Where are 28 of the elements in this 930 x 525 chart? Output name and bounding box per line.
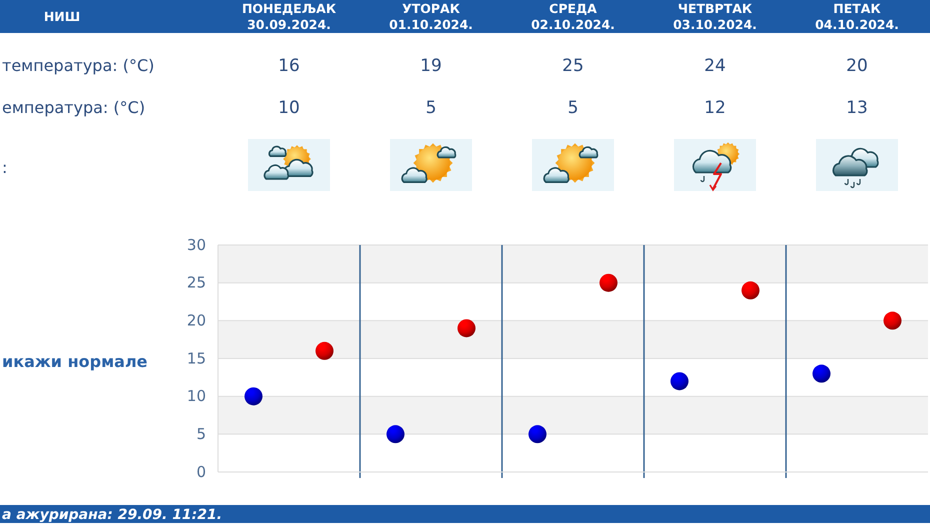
- data-label: 12: [704, 98, 726, 118]
- data-label: 25: [562, 56, 584, 76]
- data-label: 24: [704, 56, 726, 76]
- text: ПЕТАК 04.10.2024.: [815, 1, 899, 32]
- data-label: 10: [278, 98, 300, 118]
- data-label: 5: [568, 98, 578, 118]
- y-tick-label: 5: [196, 424, 206, 443]
- text: ЧЕТВРТАК 03.10.2024.: [673, 1, 757, 32]
- y-tick-label: 10: [186, 387, 206, 406]
- text: а ажурирана: 29.09. 11:21.: [2, 507, 222, 523]
- text: температура: (°C): [2, 56, 154, 75]
- y-tick-label: 30: [186, 236, 206, 254]
- data-label: 5: [426, 98, 436, 118]
- text: УТОРАК 01.10.2024.: [389, 1, 473, 32]
- text: НИШ: [44, 9, 80, 24]
- data-label: 16: [278, 56, 300, 76]
- data-label: 13: [846, 98, 868, 118]
- y-tick-label: 25: [186, 274, 206, 292]
- text: СРЕДА 02.10.2024.: [531, 1, 615, 32]
- text: ПОНЕДЕЉАК 30.09.2024.: [242, 1, 337, 32]
- text: :: [2, 158, 8, 177]
- text: емпература: (°C): [2, 98, 146, 117]
- data-label: 20: [846, 56, 868, 76]
- text: икажи нормале: [2, 352, 148, 371]
- y-tick-label: 0: [196, 462, 206, 481]
- data-label: 19: [420, 56, 442, 76]
- y-tick-label: 20: [186, 311, 206, 330]
- y-tick-label: 15: [186, 349, 206, 368]
